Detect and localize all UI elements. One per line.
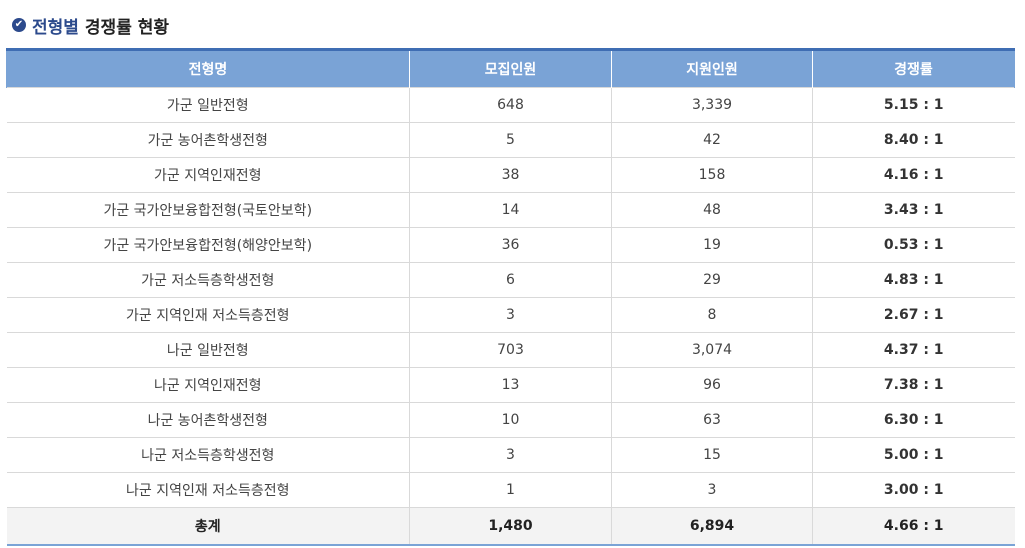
cell-competition-ratio: 7.38 : 1 xyxy=(812,367,1015,403)
cell-applicants: 15 xyxy=(611,437,813,473)
cell-quota: 703 xyxy=(409,332,612,368)
table-row: 가군 지역인재전형 38 158 4.16 : 1 xyxy=(6,157,1015,193)
cell-applicants: 19 xyxy=(611,227,813,263)
cell-competition-ratio: 5.00 : 1 xyxy=(812,437,1015,473)
total-quota: 1,480 xyxy=(409,507,612,546)
header-quota: 모집인원 xyxy=(409,48,612,88)
cell-competition-ratio: 8.40 : 1 xyxy=(812,122,1015,158)
table-header-row: 전형명 모집인원 지원인원 경쟁률 xyxy=(6,48,1015,88)
section-title: ✔ 전형별 경쟁률 현황 xyxy=(12,13,170,38)
cell-admission-type: 나군 지역인재 저소득층전형 xyxy=(6,472,410,508)
cell-quota: 3 xyxy=(409,437,612,473)
cell-admission-type: 가군 국가안보융합전형(국토안보학) xyxy=(6,192,410,228)
cell-competition-ratio: 0.53 : 1 xyxy=(812,227,1015,263)
cell-quota: 1 xyxy=(409,472,612,508)
cell-quota: 36 xyxy=(409,227,612,263)
cell-quota: 10 xyxy=(409,402,612,438)
table-row: 가군 저소득층학생전형 6 29 4.83 : 1 xyxy=(6,262,1015,298)
table-row: 가군 국가안보융합전형(해양안보학) 36 19 0.53 : 1 xyxy=(6,227,1015,263)
cell-quota: 6 xyxy=(409,262,612,298)
cell-admission-type: 가군 일반전형 xyxy=(6,87,410,123)
competition-table: 전형명 모집인원 지원인원 경쟁률 가군 일반전형 648 3,339 5.15 : … xyxy=(6,48,1015,546)
cell-competition-ratio: 4.37 : 1 xyxy=(812,332,1015,368)
total-label: 총계 xyxy=(6,507,410,546)
section-title-rest: 경쟁률 현황 xyxy=(84,17,170,38)
table-body: 가군 일반전형 648 3,339 5.15 : 1 가군 농어촌학생전형 5 42 8.40… xyxy=(6,87,1015,508)
cell-competition-ratio: 2.67 : 1 xyxy=(812,297,1015,333)
cell-admission-type: 가군 지역인재전형 xyxy=(6,157,410,193)
cell-applicants: 3,339 xyxy=(611,87,813,123)
header-applicants: 지원인원 xyxy=(611,48,813,88)
cell-competition-ratio: 6.30 : 1 xyxy=(812,402,1015,438)
table-row: 나군 저소득층학생전형 3 15 5.00 : 1 xyxy=(6,437,1015,473)
cell-quota: 648 xyxy=(409,87,612,123)
cell-applicants: 42 xyxy=(611,122,813,158)
cell-competition-ratio: 5.15 : 1 xyxy=(812,87,1015,123)
cell-applicants: 48 xyxy=(611,192,813,228)
header-competition-ratio: 경쟁률 xyxy=(812,48,1015,88)
cell-competition-ratio: 4.83 : 1 xyxy=(812,262,1015,298)
table-row: 가군 국가안보융합전형(국토안보학) 14 48 3.43 : 1 xyxy=(6,192,1015,228)
cell-quota: 5 xyxy=(409,122,612,158)
table-row: 나군 일반전형 703 3,074 4.37 : 1 xyxy=(6,332,1015,368)
cell-applicants: 63 xyxy=(611,402,813,438)
table-row: 나군 농어촌학생전형 10 63 6.30 : 1 xyxy=(6,402,1015,438)
cell-applicants: 96 xyxy=(611,367,813,403)
cell-admission-type: 나군 저소득층학생전형 xyxy=(6,437,410,473)
table-row: 가군 농어촌학생전형 5 42 8.40 : 1 xyxy=(6,122,1015,158)
cell-quota: 14 xyxy=(409,192,612,228)
cell-admission-type: 나군 농어촌학생전형 xyxy=(6,402,410,438)
cell-applicants: 29 xyxy=(611,262,813,298)
total-applicants: 6,894 xyxy=(611,507,813,546)
cell-quota: 13 xyxy=(409,367,612,403)
cell-competition-ratio: 4.16 : 1 xyxy=(812,157,1015,193)
cell-admission-type: 가군 지역인재 저소득층전형 xyxy=(6,297,410,333)
competition-table-wrapper: 전형명 모집인원 지원인원 경쟁률 가군 일반전형 648 3,339 5.15 : … xyxy=(6,48,1015,546)
cell-quota: 3 xyxy=(409,297,612,333)
table-row: 가군 지역인재 저소득층전형 3 8 2.67 : 1 xyxy=(6,297,1015,333)
table-row: 나군 지역인재전형 13 96 7.38 : 1 xyxy=(6,367,1015,403)
cell-admission-type: 가군 저소득층학생전형 xyxy=(6,262,410,298)
cell-competition-ratio: 3.00 : 1 xyxy=(812,472,1015,508)
section-title-accent: 전형별 xyxy=(32,17,79,38)
total-ratio: 4.66 : 1 xyxy=(812,507,1015,546)
cell-applicants: 8 xyxy=(611,297,813,333)
cell-applicants: 158 xyxy=(611,157,813,193)
table-total-row: 총계 1,480 6,894 4.66 : 1 xyxy=(6,507,1015,546)
cell-competition-ratio: 3.43 : 1 xyxy=(812,192,1015,228)
cell-admission-type: 가군 국가안보융합전형(해양안보학) xyxy=(6,227,410,263)
table-row: 가군 일반전형 648 3,339 5.15 : 1 xyxy=(6,87,1015,123)
cell-applicants: 3,074 xyxy=(611,332,813,368)
table-row: 나군 지역인재 저소득층전형 1 3 3.00 : 1 xyxy=(6,472,1015,508)
cell-admission-type: 나군 일반전형 xyxy=(6,332,410,368)
cell-quota: 38 xyxy=(409,157,612,193)
cell-admission-type: 가군 농어촌학생전형 xyxy=(6,122,410,158)
cell-admission-type: 나군 지역인재전형 xyxy=(6,367,410,403)
check-circle-icon: ✔ xyxy=(12,18,26,32)
cell-applicants: 3 xyxy=(611,472,813,508)
header-admission-type: 전형명 xyxy=(6,48,410,88)
